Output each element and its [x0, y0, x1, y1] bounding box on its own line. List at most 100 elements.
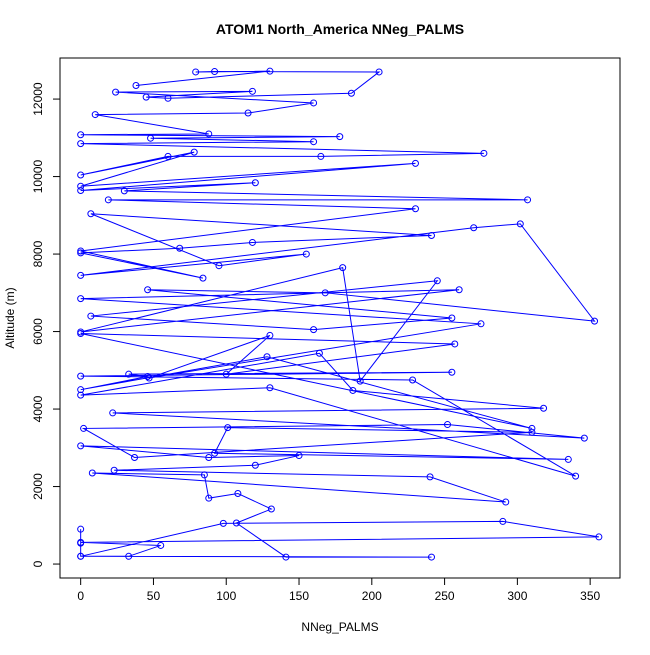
y-tick-label: 2000 [31, 473, 45, 500]
x-tick-label: 100 [216, 589, 236, 603]
x-tick-label: 200 [362, 589, 382, 603]
point [302, 250, 310, 258]
point [595, 533, 603, 541]
point [266, 67, 274, 75]
point [192, 68, 200, 76]
point [580, 434, 588, 442]
x-tick-label: 150 [289, 589, 309, 603]
point [125, 552, 133, 560]
point [591, 317, 599, 325]
point [142, 93, 150, 101]
y-tick-label: 10000 [31, 160, 45, 194]
point [77, 525, 85, 533]
point [77, 442, 85, 450]
point [132, 82, 140, 90]
point [232, 519, 240, 527]
point [77, 271, 85, 279]
point [215, 262, 223, 270]
point [411, 205, 419, 213]
point [448, 314, 456, 322]
plot-frame [59, 57, 621, 579]
point [77, 386, 85, 394]
point [120, 187, 128, 195]
y-tick-label: 0 [31, 560, 45, 567]
point [347, 89, 355, 97]
point [77, 372, 85, 380]
point [248, 87, 256, 95]
point [145, 374, 153, 382]
point [222, 370, 230, 378]
point [109, 409, 117, 417]
point [502, 498, 510, 506]
point [144, 286, 152, 294]
point [87, 312, 95, 320]
x-tick-label: 350 [580, 589, 600, 603]
point [444, 421, 452, 429]
point [427, 231, 435, 239]
point [310, 138, 318, 146]
point [266, 331, 274, 339]
point [164, 94, 172, 102]
point [144, 373, 152, 381]
point [112, 88, 120, 96]
point [426, 473, 434, 481]
point [211, 68, 219, 76]
chart-title: ATOM1 North_America NNeg_PALMS [216, 21, 464, 37]
point [104, 196, 112, 204]
x-tick-label: 300 [507, 589, 527, 603]
point [427, 553, 435, 561]
point [77, 328, 85, 336]
point [528, 428, 536, 436]
point [219, 519, 227, 527]
point [77, 295, 85, 303]
point [448, 368, 456, 376]
point [528, 424, 536, 432]
point [91, 111, 99, 119]
x-tick-label: 50 [147, 589, 161, 603]
point [205, 494, 213, 502]
x-axis-label: NNeg_PALMS [301, 620, 378, 634]
point [409, 376, 417, 384]
point [564, 455, 572, 463]
point [77, 391, 85, 399]
point [205, 453, 213, 461]
point [516, 220, 524, 228]
point [524, 196, 532, 204]
y-tick-label: 8000 [31, 240, 45, 267]
point [339, 264, 347, 272]
point [199, 274, 207, 282]
point [77, 249, 85, 257]
point [480, 149, 488, 157]
y-axis-label: Altitude (m) [3, 287, 17, 348]
point [356, 377, 364, 385]
point [266, 384, 274, 392]
y-tick-label: 12000 [31, 82, 45, 116]
point [317, 152, 325, 160]
point [80, 424, 88, 432]
point [147, 134, 155, 142]
point [349, 386, 357, 394]
point [77, 131, 85, 139]
point [205, 130, 213, 138]
point [77, 187, 85, 195]
point [310, 326, 318, 334]
series-line [80, 70, 599, 558]
point [244, 109, 252, 117]
point [200, 471, 208, 479]
point [87, 210, 95, 218]
point [470, 224, 478, 232]
point [263, 353, 271, 361]
point [295, 452, 303, 460]
point [572, 472, 580, 480]
point [77, 538, 85, 546]
point [77, 247, 85, 255]
point [251, 461, 259, 469]
point [211, 449, 219, 457]
x-tick-label: 250 [435, 589, 455, 603]
point [131, 453, 139, 461]
point [455, 286, 463, 294]
point [310, 99, 318, 107]
point [451, 340, 459, 348]
point [77, 171, 85, 179]
